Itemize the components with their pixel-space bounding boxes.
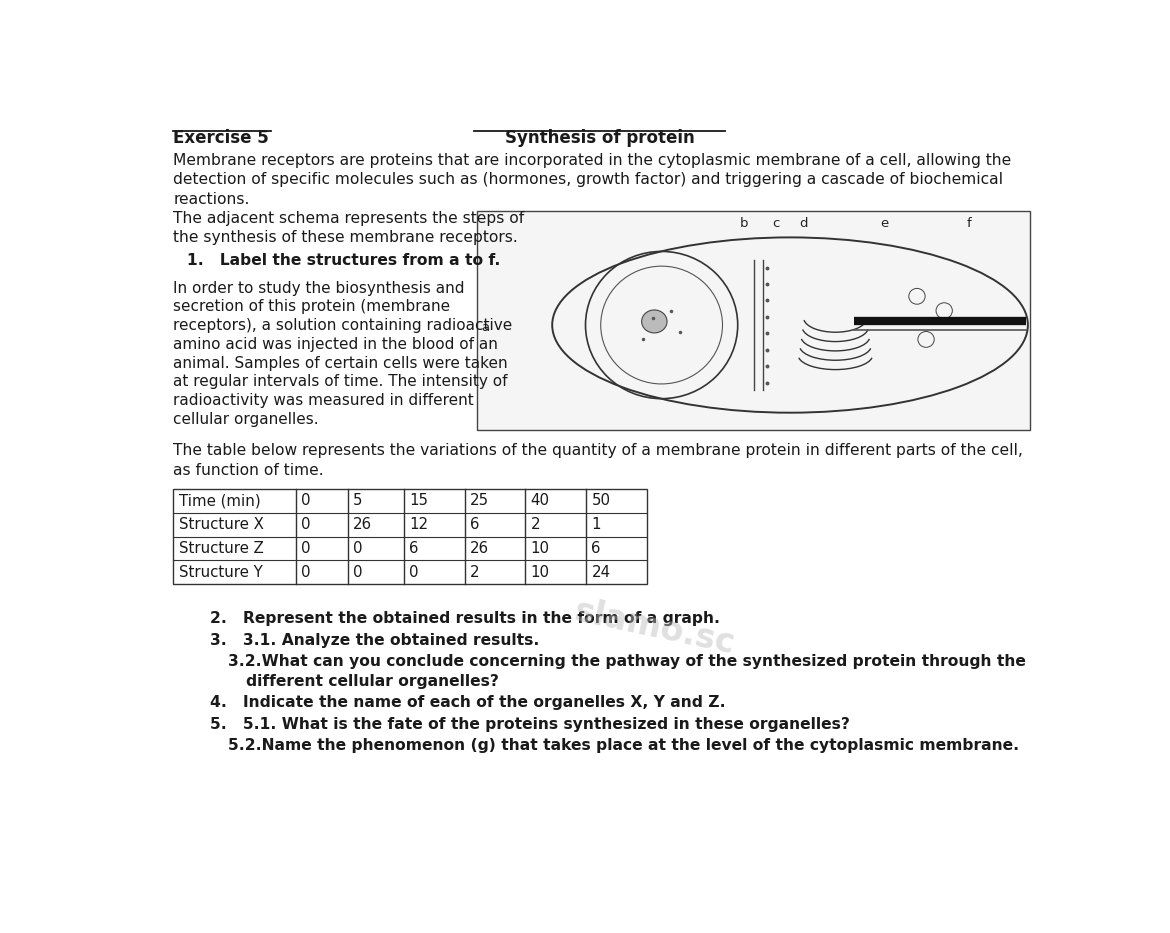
Text: 26: 26 bbox=[470, 541, 489, 556]
Text: 26: 26 bbox=[353, 517, 372, 532]
Text: receptors), a solution containing radioactive: receptors), a solution containing radioa… bbox=[173, 318, 512, 333]
Text: The adjacent schema represents the steps of: The adjacent schema represents the steps… bbox=[173, 211, 524, 226]
Text: 40: 40 bbox=[531, 494, 550, 508]
Text: 6: 6 bbox=[592, 541, 601, 556]
Text: Time (min): Time (min) bbox=[179, 494, 261, 508]
Text: slamo.sc: slamo.sc bbox=[571, 594, 737, 661]
Bar bbox=[477, 211, 1031, 430]
Text: 5.   5.1. What is the fate of the proteins synthesized in these organelles?: 5. 5.1. What is the fate of the proteins… bbox=[209, 717, 849, 731]
Text: a: a bbox=[482, 322, 490, 334]
Text: 6: 6 bbox=[470, 517, 480, 532]
Text: the synthesis of these membrane receptors.: the synthesis of these membrane receptor… bbox=[173, 230, 518, 245]
Text: animal. Samples of certain cells were taken: animal. Samples of certain cells were ta… bbox=[173, 355, 508, 370]
Text: 2.   Represent the obtained results in the form of a graph.: 2. Represent the obtained results in the… bbox=[209, 611, 720, 626]
Text: 0: 0 bbox=[410, 564, 419, 579]
Text: 3.   3.1. Analyze the obtained results.: 3. 3.1. Analyze the obtained results. bbox=[209, 633, 539, 648]
Text: 0: 0 bbox=[302, 494, 311, 508]
Text: 0: 0 bbox=[302, 541, 311, 556]
Text: Structure Y: Structure Y bbox=[179, 564, 262, 579]
Text: radioactivity was measured in different: radioactivity was measured in different bbox=[173, 393, 474, 408]
Text: amino acid was injected in the blood of an: amino acid was injected in the blood of … bbox=[173, 337, 498, 352]
Text: different cellular organelles?: different cellular organelles? bbox=[246, 674, 498, 689]
Text: 5: 5 bbox=[353, 494, 363, 508]
Text: 2: 2 bbox=[531, 517, 541, 532]
Text: d: d bbox=[799, 216, 807, 230]
Text: f: f bbox=[966, 216, 971, 230]
Text: 6: 6 bbox=[410, 541, 419, 556]
Text: 4.   Indicate the name of each of the organelles X, Y and Z.: 4. Indicate the name of each of the orga… bbox=[209, 695, 725, 710]
Bar bbox=[173, 489, 647, 584]
Text: 50: 50 bbox=[592, 494, 611, 508]
Text: Membrane receptors are proteins that are incorporated in the cytoplasmic membran: Membrane receptors are proteins that are… bbox=[173, 153, 1012, 168]
Text: 1.   Label the structures from a to f.: 1. Label the structures from a to f. bbox=[187, 254, 501, 269]
Text: e: e bbox=[881, 216, 889, 230]
Text: b: b bbox=[741, 216, 749, 230]
Text: 3.2.What can you conclude concerning the pathway of the synthesized protein thro: 3.2.What can you conclude concerning the… bbox=[228, 654, 1026, 669]
Text: 0: 0 bbox=[353, 564, 363, 579]
Text: In order to study the biosynthesis and: In order to study the biosynthesis and bbox=[173, 281, 464, 296]
Text: 5.2.Name the phenomenon (g) that takes place at the level of the cytoplasmic mem: 5.2.Name the phenomenon (g) that takes p… bbox=[228, 738, 1019, 754]
Text: 10: 10 bbox=[531, 541, 550, 556]
Ellipse shape bbox=[641, 310, 667, 333]
Text: 0: 0 bbox=[302, 517, 311, 532]
Text: as function of time.: as function of time. bbox=[173, 463, 324, 478]
Text: 15: 15 bbox=[410, 494, 428, 508]
Text: 2: 2 bbox=[470, 564, 480, 579]
Text: Synthesis of protein: Synthesis of protein bbox=[504, 129, 695, 147]
Text: Structure Z: Structure Z bbox=[179, 541, 263, 556]
Text: detection of specific molecules such as (hormones, growth factor) and triggering: detection of specific molecules such as … bbox=[173, 173, 1004, 188]
Text: at regular intervals of time. The intensity of: at regular intervals of time. The intens… bbox=[173, 374, 508, 389]
Text: 0: 0 bbox=[302, 564, 311, 579]
Text: cellular organelles.: cellular organelles. bbox=[173, 411, 319, 426]
Text: 1: 1 bbox=[592, 517, 601, 532]
Text: 24: 24 bbox=[592, 564, 611, 579]
Text: 0: 0 bbox=[353, 541, 363, 556]
Text: 12: 12 bbox=[410, 517, 428, 532]
Text: Structure X: Structure X bbox=[179, 517, 263, 532]
Text: secretion of this protein (membrane: secretion of this protein (membrane bbox=[173, 299, 450, 314]
Text: reactions.: reactions. bbox=[173, 191, 250, 207]
Text: 25: 25 bbox=[470, 494, 489, 508]
Text: c: c bbox=[772, 216, 779, 230]
Text: The table below represents the variations of the quantity of a membrane protein : The table below represents the variation… bbox=[173, 443, 1024, 458]
Text: 10: 10 bbox=[531, 564, 550, 579]
Text: Exercise 5: Exercise 5 bbox=[173, 129, 269, 147]
